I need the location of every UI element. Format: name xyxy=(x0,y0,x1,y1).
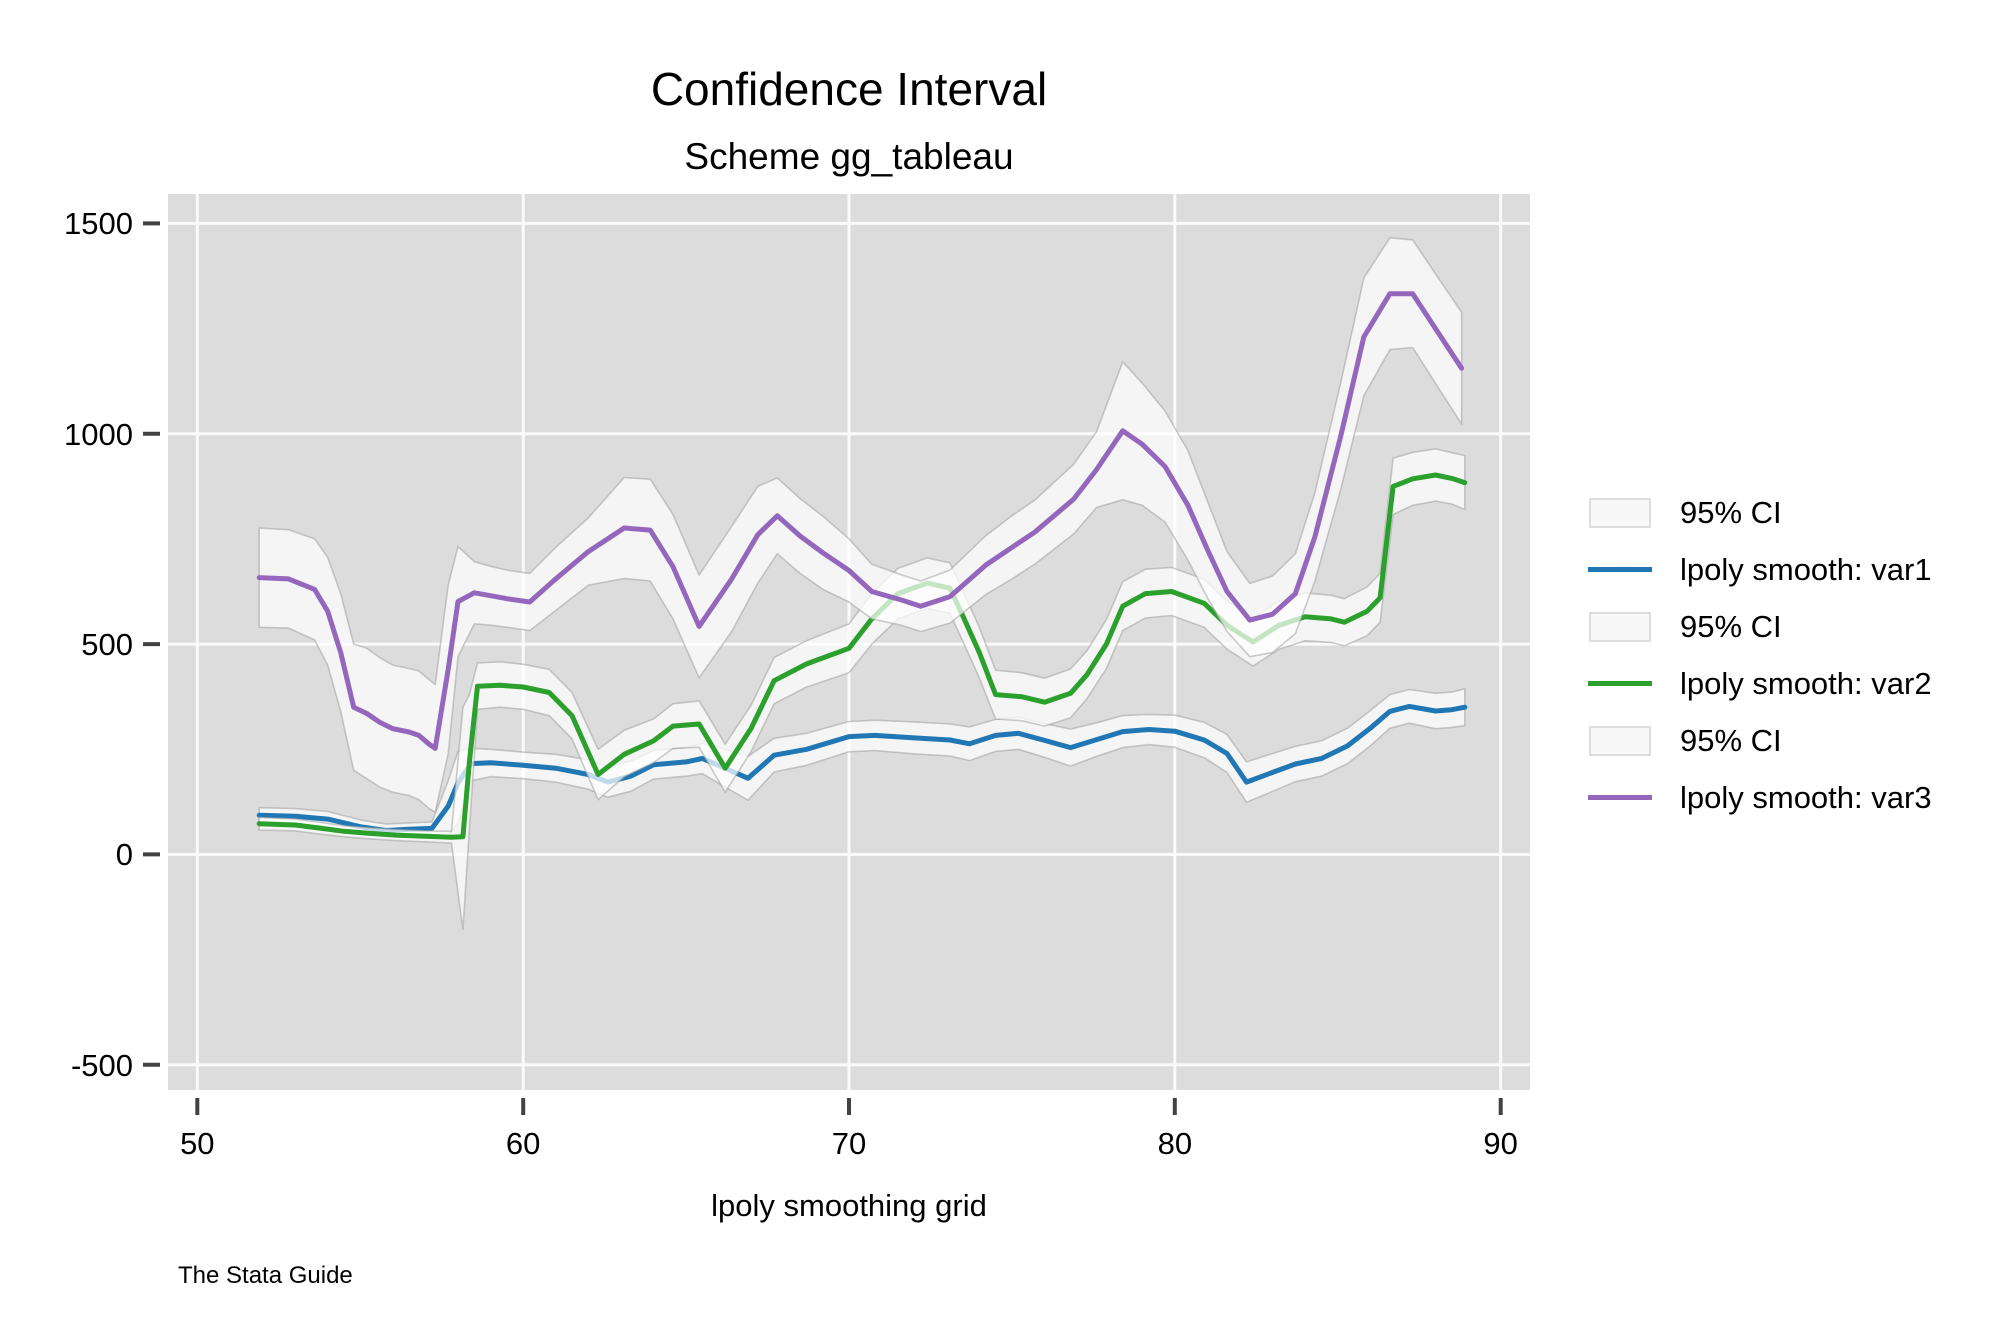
x-tick-label-50: 50 xyxy=(180,1126,215,1161)
x-tick-label-70: 70 xyxy=(831,1126,867,1161)
figure-caption: The Stata Guide xyxy=(178,1262,353,1289)
y-tick-label-1000: 1000 xyxy=(64,416,133,452)
legend-label: 95% CI xyxy=(1680,722,1782,758)
line-var3 xyxy=(256,291,1465,751)
legend-entry-ci-var1: 95% CI xyxy=(1588,484,1932,541)
y-tick-label-500: 500 xyxy=(81,627,133,663)
y-tick-label-0: 0 xyxy=(115,837,133,873)
ci-swatch-icon xyxy=(1589,497,1651,528)
legend-entry-var3: lpoly smooth: var3 xyxy=(1588,769,1932,826)
line-swatch-icon xyxy=(1588,795,1652,800)
legend-label: 95% CI xyxy=(1680,608,1782,644)
y-tick-label--500: -500 xyxy=(70,1047,133,1083)
x-tick-label-90: 90 xyxy=(1483,1126,1518,1161)
legend-label: lpoly smooth: var2 xyxy=(1680,665,1932,701)
line-swatch-icon xyxy=(1588,567,1652,572)
chart-subtitle: Scheme gg_tableau xyxy=(684,136,1014,177)
legend: 95% CI lpoly smooth: var1 95% CI lpoly s… xyxy=(1588,484,1932,826)
legend-entry-ci-var2: 95% CI xyxy=(1588,598,1932,655)
ci-swatch-icon xyxy=(1589,725,1651,756)
ci-swatch-icon xyxy=(1589,611,1651,642)
x-tick-label-80: 80 xyxy=(1157,1126,1193,1161)
ci-band-var3 xyxy=(258,236,1463,814)
chart-title: Confidence Interval xyxy=(650,63,1048,115)
ci-band-var2 xyxy=(258,448,1466,931)
legend-entry-ci-var3: 95% CI xyxy=(1588,712,1932,769)
legend-entry-var1: lpoly smooth: var1 xyxy=(1588,541,1932,598)
line-swatch-icon xyxy=(1588,681,1652,686)
y-tick-label-1500: 1500 xyxy=(64,206,133,242)
legend-entry-var2: lpoly smooth: var2 xyxy=(1588,655,1932,712)
x-tick-label-60: 60 xyxy=(505,1126,541,1161)
x-axis-title: lpoly smoothing grid xyxy=(711,1188,987,1223)
legend-label: 95% CI xyxy=(1680,494,1782,530)
legend-label: lpoly smooth: var1 xyxy=(1680,551,1932,587)
legend-label: lpoly smooth: var3 xyxy=(1680,779,1932,815)
